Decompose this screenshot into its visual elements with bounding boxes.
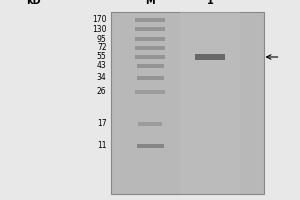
Text: 95: 95	[97, 34, 106, 44]
Bar	[135, 46, 165, 50]
Bar	[180, 12, 240, 194]
Bar	[136, 64, 164, 68]
Text: 43: 43	[97, 62, 106, 71]
Bar	[138, 122, 162, 126]
Bar	[111, 12, 264, 194]
Text: 26: 26	[97, 88, 106, 97]
Bar	[136, 76, 164, 80]
Text: 170: 170	[92, 16, 106, 24]
Text: 34: 34	[97, 73, 106, 82]
Text: 72: 72	[97, 44, 106, 52]
Bar	[135, 37, 165, 41]
Bar	[135, 18, 165, 22]
Text: 11: 11	[97, 142, 106, 150]
Bar	[135, 90, 165, 94]
Text: kD: kD	[26, 0, 40, 6]
Text: M: M	[145, 0, 155, 6]
Bar	[136, 144, 164, 148]
Bar	[195, 54, 225, 60]
Text: 17: 17	[97, 119, 106, 129]
Text: 1: 1	[207, 0, 213, 6]
Text: 130: 130	[92, 24, 106, 33]
Bar	[135, 27, 165, 31]
Text: 55: 55	[97, 52, 106, 61]
Bar	[135, 55, 165, 59]
